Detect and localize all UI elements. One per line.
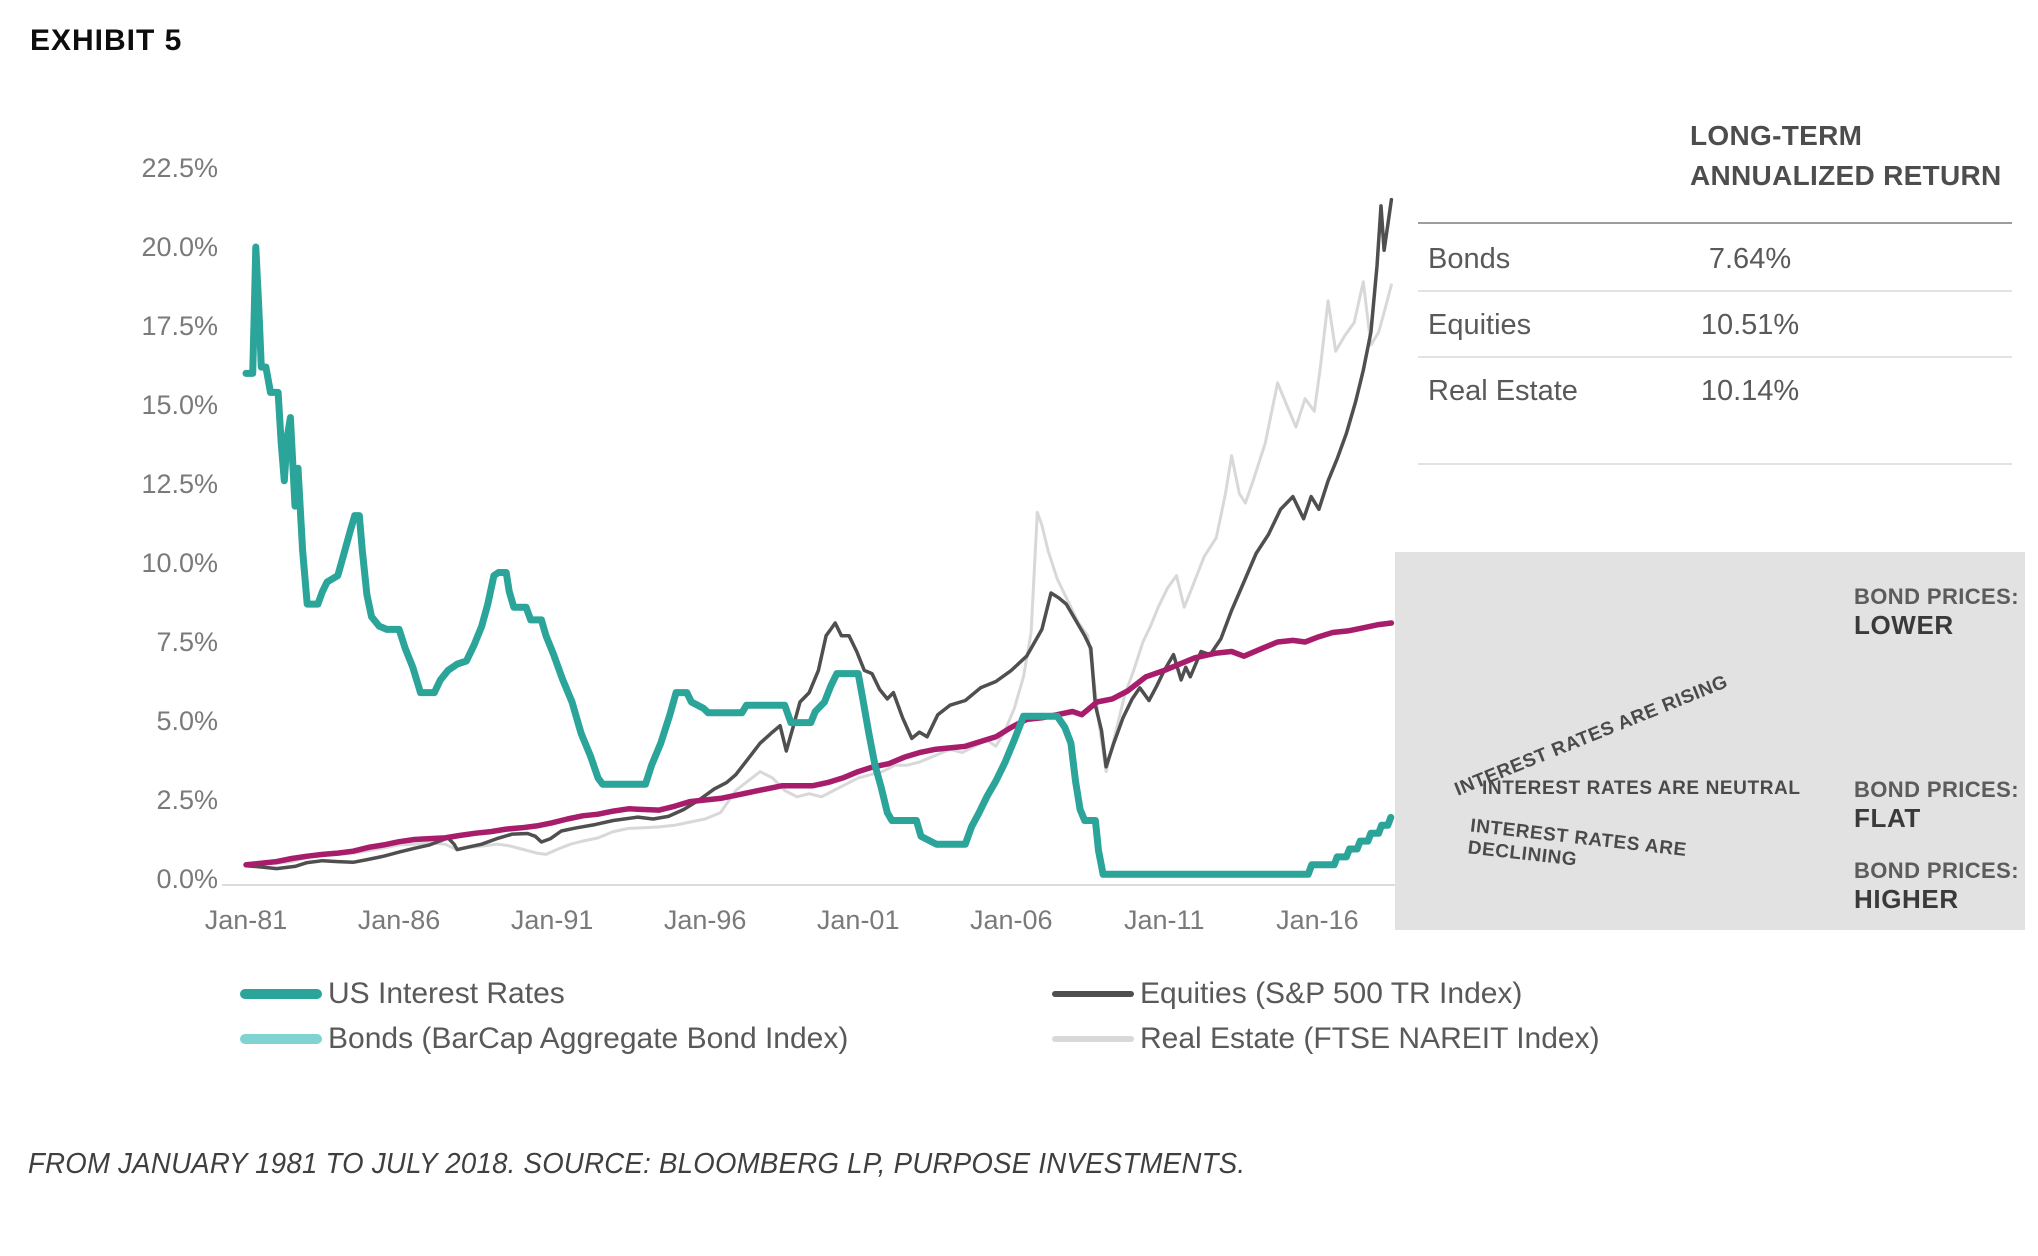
source-note: FROM JANUARY 1981 TO JULY 2018. SOURCE: …	[28, 1148, 1246, 1180]
bond-prices-value-flat: FLAT	[1854, 803, 1921, 833]
legend-label: Real Estate (FTSE NAREIT Index)	[1140, 1022, 1600, 1055]
bond-prices-label-higher: BOND PRICES:	[1854, 858, 2019, 883]
x-tick-label: Jan-16	[1276, 905, 1359, 935]
y-tick-label: 0.0%	[156, 864, 218, 894]
table-row-divider	[1418, 356, 2012, 358]
inset-panel	[1395, 552, 2025, 930]
legend-label: US Interest Rates	[328, 977, 565, 1010]
table-bottom-rule	[1418, 463, 2012, 465]
y-tick-label: 20.0%	[141, 232, 218, 262]
table-row-value: 10.14%	[1700, 375, 1800, 407]
y-tick-label: 15.0%	[141, 390, 218, 420]
legend-swatch	[1052, 1036, 1134, 1042]
returns-table-header-line1: LONG-TERM	[1690, 120, 1863, 151]
series-equities-s-p-500-tr-index	[244, 197, 1394, 871]
x-tick-label: Jan-11	[1124, 905, 1205, 935]
table-row-value: 7.64%	[1708, 243, 1792, 275]
legend-swatch	[240, 989, 322, 999]
x-tick-label: Jan-81	[204, 905, 288, 935]
table-row-label: Bonds	[1428, 243, 1511, 275]
x-tick-label: Jan-01	[816, 905, 900, 935]
inset-caption-neutral: INTEREST RATES ARE NEUTRAL	[1482, 778, 1801, 799]
bond-prices-value-lower: LOWER	[1854, 610, 1954, 640]
bond-prices-label-flat: BOND PRICES:	[1854, 777, 2019, 802]
y-tick-label: 2.5%	[156, 785, 218, 815]
x-tick-label: Jan-06	[969, 905, 1053, 935]
chart-series-group	[242, 197, 1395, 878]
bond-prices-value-higher: HIGHER	[1854, 884, 1959, 914]
x-tick-label: Jan-86	[357, 905, 441, 935]
table-row-value: 10.51%	[1700, 309, 1800, 341]
returns-table-header-line2: ANNUALIZED RETURN	[1690, 160, 2002, 191]
y-tick-label: 10.0%	[141, 548, 218, 578]
exhibit-title: EXHIBIT 5	[30, 24, 183, 57]
legend-label: Bonds (BarCap Aggregate Bond Index)	[328, 1022, 849, 1055]
y-tick-label: 5.0%	[156, 706, 218, 736]
table-header-rule	[1418, 222, 2012, 224]
table-row-label: Equities	[1428, 309, 1532, 341]
y-tick-label: 12.5%	[141, 469, 218, 499]
y-tick-label: 17.5%	[141, 311, 218, 341]
x-tick-label: Jan-96	[663, 905, 747, 935]
bond-prices-label-lower: BOND PRICES:	[1854, 584, 2019, 609]
y-tick-label: 22.5%	[141, 153, 218, 183]
series-us-interest-rates	[242, 243, 1395, 878]
legend-swatch	[1052, 991, 1134, 997]
legend-swatch	[240, 1034, 322, 1044]
table-row-label: Real Estate	[1428, 375, 1578, 407]
table-row-divider	[1418, 290, 2012, 292]
x-axis-line	[222, 884, 1397, 886]
legend-label: Equities (S&P 500 TR Index)	[1140, 977, 1523, 1010]
x-tick-label: Jan-91	[510, 905, 594, 935]
series-real-estate-ftse-nareit-index	[244, 280, 1393, 865]
series-bonds-barcap-aggregate-bond-index	[243, 620, 1395, 868]
y-tick-label: 7.5%	[156, 627, 218, 657]
